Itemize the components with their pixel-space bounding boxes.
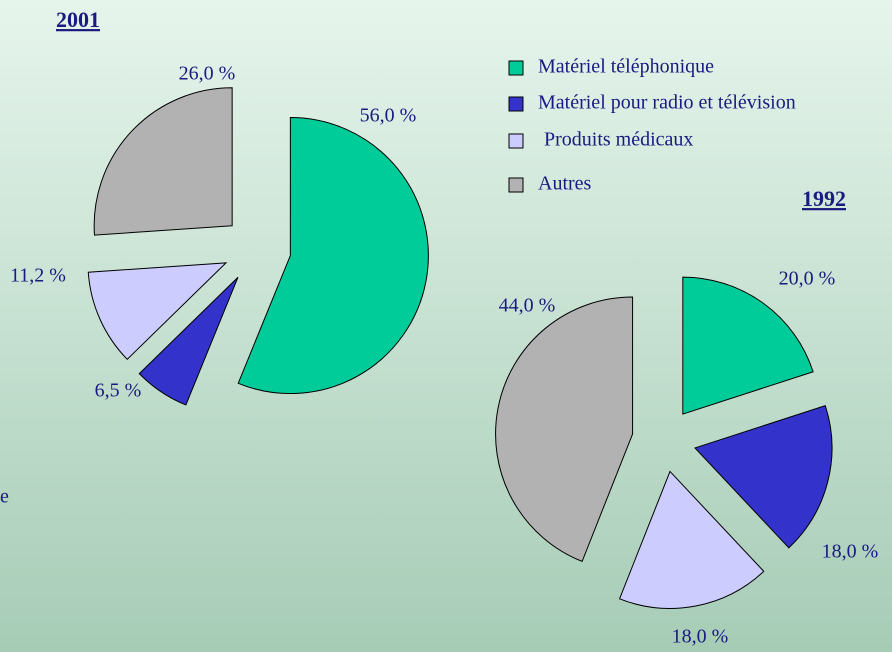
legend-swatch: [508, 60, 524, 76]
legend-swatch: [508, 96, 524, 112]
legend-label: Matériel téléphonique: [538, 56, 714, 78]
value-label: 26,0 %: [179, 63, 236, 85]
value-label: 6,5 %: [95, 380, 142, 402]
pie-slice: [618, 470, 765, 609]
value-label: 18,0 %: [672, 626, 729, 648]
legend-label: Autres: [538, 173, 592, 195]
value-label: 56,0 %: [360, 105, 417, 127]
value-label: 20,0 %: [779, 268, 836, 290]
chart-title: 1992: [802, 186, 846, 211]
pie-slice: [138, 276, 239, 406]
value-label: 18,0 %: [822, 541, 879, 563]
legend-label: Produits médicaux: [544, 129, 693, 151]
pie-slice: [682, 276, 814, 415]
value-label: 11,2 %: [10, 265, 66, 287]
legend-label: Matériel pour radio et télévision: [538, 92, 796, 114]
side-text: e: [0, 486, 9, 508]
chart-title: 2001: [56, 7, 100, 32]
pie-slice: [495, 296, 634, 563]
legend-swatch: [508, 177, 524, 193]
pie-slice: [694, 404, 833, 549]
legend-swatch: [508, 133, 524, 149]
pie-slice: [87, 262, 228, 361]
pie-slice: [93, 87, 233, 236]
value-label: 44,0 %: [499, 295, 556, 317]
pie-slice: [237, 117, 429, 394]
